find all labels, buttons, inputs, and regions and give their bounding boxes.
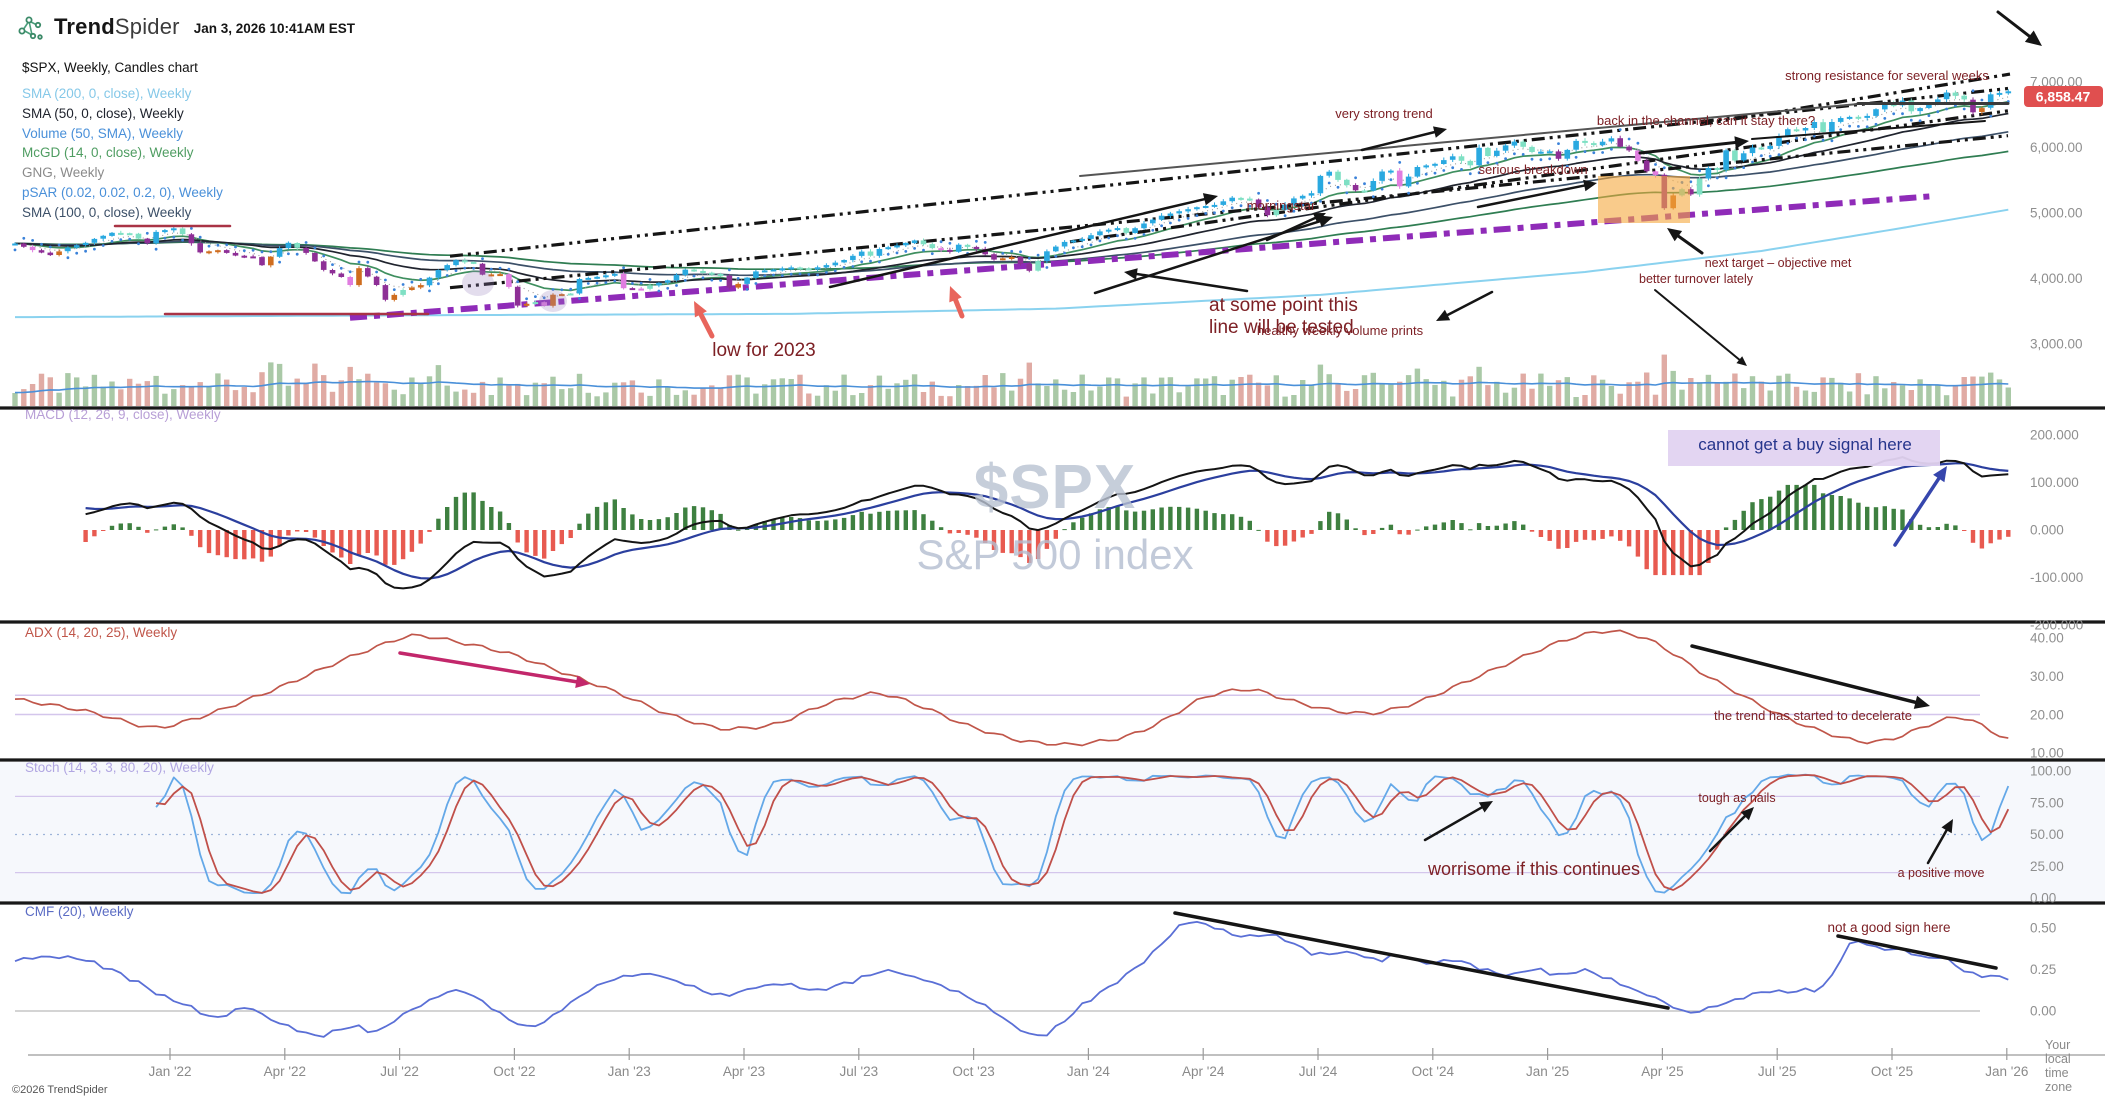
cmf-pane — [14, 921, 2009, 1038]
x-axis[interactable]: Jan '22 Apr '22 Jul '22 Oct '22 Jan '23 Apr '… — [148, 1048, 2028, 1079]
svg-text:Apr '24: Apr '24 — [1182, 1064, 1225, 1079]
brand-spider: Spider — [114, 14, 180, 39]
svg-text:6,858.47: 6,858.47 — [2036, 89, 2091, 105]
brand-trend: Trend — [54, 14, 115, 39]
symbol-title: $SPX, Weekly, Candles chart — [22, 60, 198, 75]
svg-text:Oct '23: Oct '23 — [952, 1064, 994, 1079]
svg-text:Jan '23: Jan '23 — [608, 1064, 651, 1079]
stoch-pane — [15, 773, 2010, 895]
svg-text:100.000: 100.000 — [2030, 475, 2079, 490]
svg-text:Oct '24: Oct '24 — [1412, 1064, 1455, 1079]
candlestick-series — [12, 89, 2012, 308]
svg-text:Jul '24: Jul '24 — [1299, 1064, 1338, 1079]
svg-text:5,000.00: 5,000.00 — [2030, 206, 2083, 221]
svg-text:Jan '25: Jan '25 — [1526, 1064, 1569, 1079]
price-axis[interactable]: 7,000.00 6,000.00 5,000.00 4,000.00 3,000.00… — [2024, 75, 2103, 1019]
svg-text:Apr '23: Apr '23 — [723, 1064, 765, 1079]
legend-item-4[interactable]: GNG, Weekly — [22, 165, 105, 181]
legend-item-2[interactable]: Volume (50, SMA), Weekly — [22, 125, 184, 141]
moving-averages — [14, 96, 2009, 319]
header: TrendSpider Jan 3, 2026 10:41AM EST — [16, 10, 355, 44]
svg-text:25.00: 25.00 — [2030, 859, 2064, 874]
svg-text:Jan '22: Jan '22 — [148, 1064, 191, 1079]
legend-item-5[interactable]: pSAR (0.02, 0.02, 0.2, 0), Weekly — [22, 184, 223, 200]
psar-dots — [13, 89, 2010, 301]
svg-text:30.00: 30.00 — [2030, 669, 2064, 684]
legend-item-1[interactable]: SMA (50, 0, close), Weekly — [22, 105, 184, 121]
svg-text:6,000.00: 6,000.00 — [2030, 140, 2083, 155]
svg-text:Jul '22: Jul '22 — [380, 1064, 419, 1079]
legend-item-3[interactable]: McGD (14, 0, close), Weekly — [22, 145, 194, 161]
adx-pane — [14, 629, 2009, 747]
timezone-note: Your local time zone — [2045, 1038, 2073, 1094]
chart-datetime: Jan 3, 2026 10:41AM EST — [193, 21, 356, 36]
svg-text:7,000.00: 7,000.00 — [2030, 75, 2083, 90]
svg-text:Apr '25: Apr '25 — [1641, 1064, 1683, 1079]
svg-text:75.00: 75.00 — [2030, 795, 2064, 810]
indicator-legend: SMA (200, 0, close), Weekly SMA (50, 0, c… — [22, 84, 223, 223]
svg-text:0.00: 0.00 — [2030, 891, 2056, 906]
brand-wordmark: TrendSpider — [54, 14, 180, 40]
svg-text:Oct '25: Oct '25 — [1871, 1064, 1913, 1079]
svg-text:Apr '22: Apr '22 — [264, 1064, 306, 1079]
svg-text:50.00: 50.00 — [2030, 827, 2064, 842]
trendspider-logo-icon — [18, 16, 43, 40]
svg-text:Jan '24: Jan '24 — [1067, 1064, 1111, 1079]
svg-text:100.00: 100.00 — [2030, 764, 2071, 779]
axes — [0, 406, 2105, 1056]
svg-text:0.000: 0.000 — [2030, 523, 2064, 538]
svg-text:4,000.00: 4,000.00 — [2030, 271, 2083, 286]
svg-text:-200.000: -200.000 — [2030, 618, 2083, 633]
svg-text:0.00: 0.00 — [2030, 1004, 2056, 1019]
macd-pane — [83, 456, 2011, 590]
volume-series — [12, 354, 2011, 406]
svg-text:Jul '25: Jul '25 — [1758, 1064, 1797, 1079]
svg-text:3,000.00: 3,000.00 — [2030, 337, 2083, 352]
svg-text:Oct '22: Oct '22 — [493, 1064, 535, 1079]
svg-text:0.50: 0.50 — [2030, 921, 2056, 936]
highlight-ellipses[interactable] — [462, 270, 567, 312]
legend-item-0[interactable]: SMA (200, 0, close), Weekly — [22, 86, 192, 101]
svg-text:Jan '26: Jan '26 — [1985, 1064, 2028, 1079]
svg-text:10.00: 10.00 — [2030, 746, 2064, 761]
svg-text:40.00: 40.00 — [2030, 631, 2064, 646]
svg-text:-100.000: -100.000 — [2030, 570, 2083, 585]
copyright-note: ©2026 TrendSpider — [12, 1084, 108, 1096]
svg-text:0.25: 0.25 — [2030, 962, 2056, 977]
legend-item-6[interactable]: SMA (100, 0, close), Weekly — [22, 204, 192, 220]
annotations[interactable] — [113, 10, 2042, 1010]
svg-text:20.00: 20.00 — [2030, 708, 2064, 723]
svg-text:Jul '23: Jul '23 — [839, 1064, 878, 1079]
svg-text:200.000: 200.000 — [2030, 428, 2079, 443]
